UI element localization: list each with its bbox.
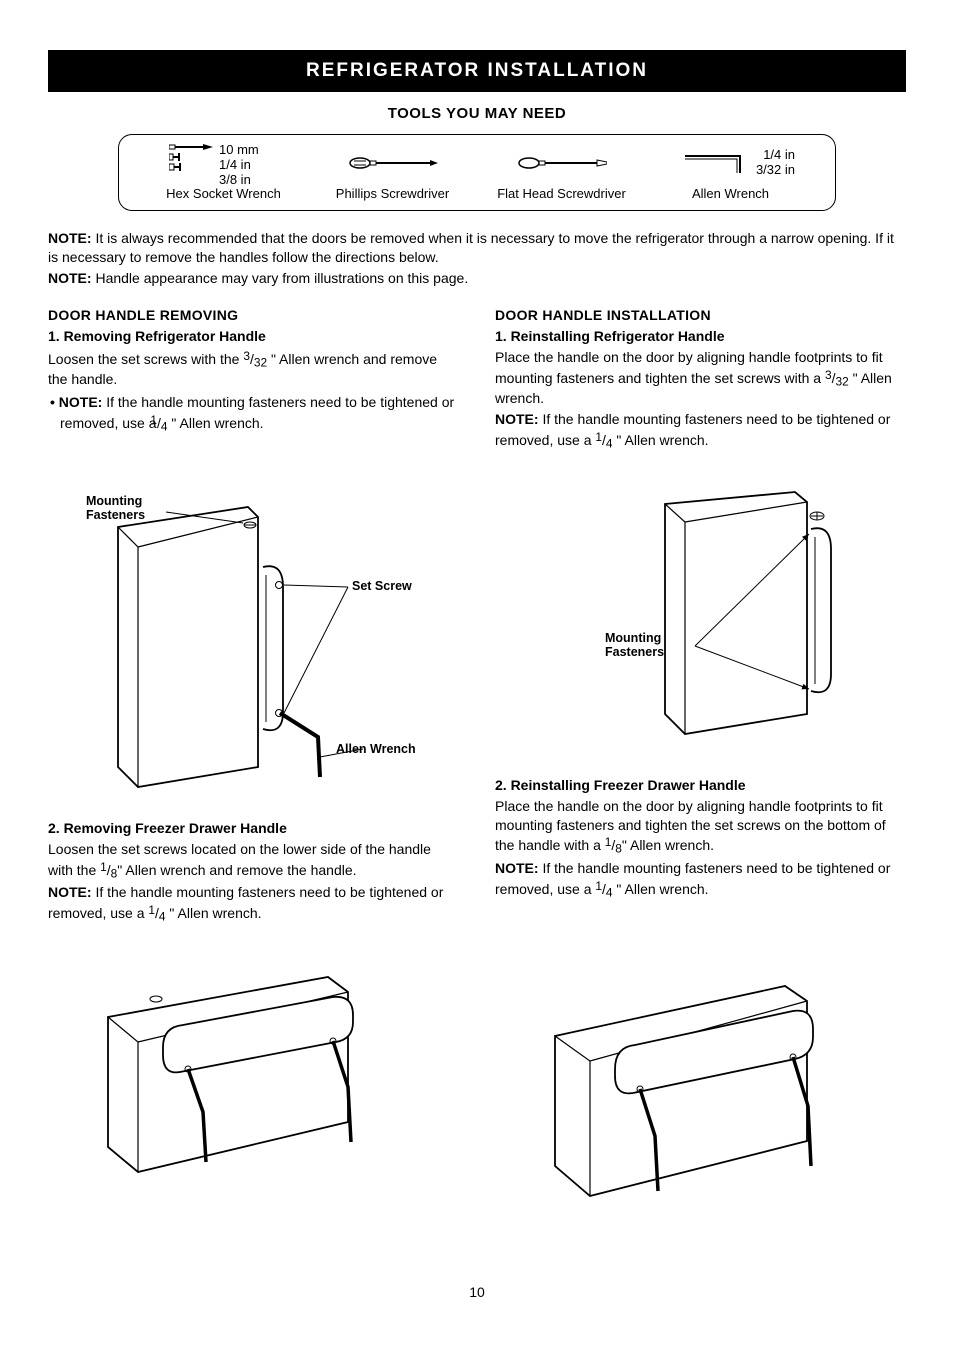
allen-wrench-icon: 1/4 in 3/32 in [646,143,815,183]
note-prefix-2: NOTE: [48,270,92,286]
right-step2-note: NOTE: If the handle mounting fasteners n… [495,859,906,900]
tool-label-hex: Hex Socket Wrench [139,185,308,203]
left-section-title: DOOR HANDLE REMOVING [48,306,459,325]
page-title-bar: REFRIGERATOR INSTALLATION [48,50,906,92]
note-prefix: NOTE: [48,230,92,246]
right-step2-body: Place the handle on the door by aligning… [495,797,906,857]
left-step1-body: Loosen the set screws with the 3/32 " Al… [48,348,459,389]
svg-text:Allen Wrench: Allen Wrench [336,742,416,756]
left-step1-title: 1. Removing Refrigerator Handle [48,327,459,346]
right-column: DOOR HANDLE INSTALLATION 1. Reinstalling… [495,306,906,1252]
right-figure-2 [495,951,906,1231]
tool-flathead: Flat Head Screwdriver [477,143,646,203]
flathead-screwdriver-icon [477,143,646,183]
page-subtitle: TOOLS YOU MAY NEED [48,104,906,124]
page-number: 10 [48,1283,906,1302]
right-step2-title: 2. Reinstalling Freezer Drawer Handle [495,776,906,795]
tool-label-flathead: Flat Head Screwdriver [477,185,646,203]
svg-text:Fasteners: Fasteners [605,645,664,659]
tools-box: 10 mm 1/4 in 3/8 in Hex Socket Wrench [118,134,836,212]
allen-size-2: 3/32 in [756,163,795,178]
svg-text:Mounting: Mounting [605,631,661,645]
note2-text: Handle appearance may vary from illustra… [92,270,469,286]
svg-text:Mounting: Mounting [86,494,142,508]
hex-size-1: 10 mm [219,143,259,158]
left-figure-2 [48,947,459,1207]
allen-size-1: 1/4 in [756,148,795,163]
hex-socket-wrench-icon: 10 mm 1/4 in 3/8 in [139,143,308,183]
hex-size-2: 1/4 in [219,158,259,173]
right-step1-body: Place the handle on the door by aligning… [495,348,906,408]
tool-label-phillips: Phillips Screwdriver [308,185,477,203]
top-notes: NOTE: It is always recommended that the … [48,229,906,288]
svg-text:Set Screw: Set Screw [352,579,412,593]
left-step2-note: NOTE: If the handle mounting fasteners n… [48,883,459,924]
svg-text:Fasteners: Fasteners [86,508,145,522]
phillips-screwdriver-icon [308,143,477,183]
tool-allen: 1/4 in 3/32 in Allen Wrench [646,143,815,203]
left-step1-note: • NOTE: If the handle mounting fasteners… [48,393,459,434]
left-step2-title: 2. Removing Freezer Drawer Handle [48,819,459,838]
left-column: DOOR HANDLE REMOVING 1. Removing Refrige… [48,306,459,1252]
tool-phillips: Phillips Screwdriver [308,143,477,203]
right-figure-1: Mounting Fasteners [495,474,906,754]
left-figure-1: Mounting Fasteners Set Screw Allen Wrenc… [48,457,459,797]
tool-label-allen: Allen Wrench [646,185,815,203]
right-step1-title: 1. Reinstalling Refrigerator Handle [495,327,906,346]
left-step2-body: Loosen the set screws located on the low… [48,840,459,881]
note1-text: It is always recommended that the doors … [48,230,894,265]
tool-hex-socket: 10 mm 1/4 in 3/8 in Hex Socket Wrench [139,143,308,203]
right-section-title: DOOR HANDLE INSTALLATION [495,306,906,325]
right-step1-note: NOTE: If the handle mounting fasteners n… [495,410,906,451]
